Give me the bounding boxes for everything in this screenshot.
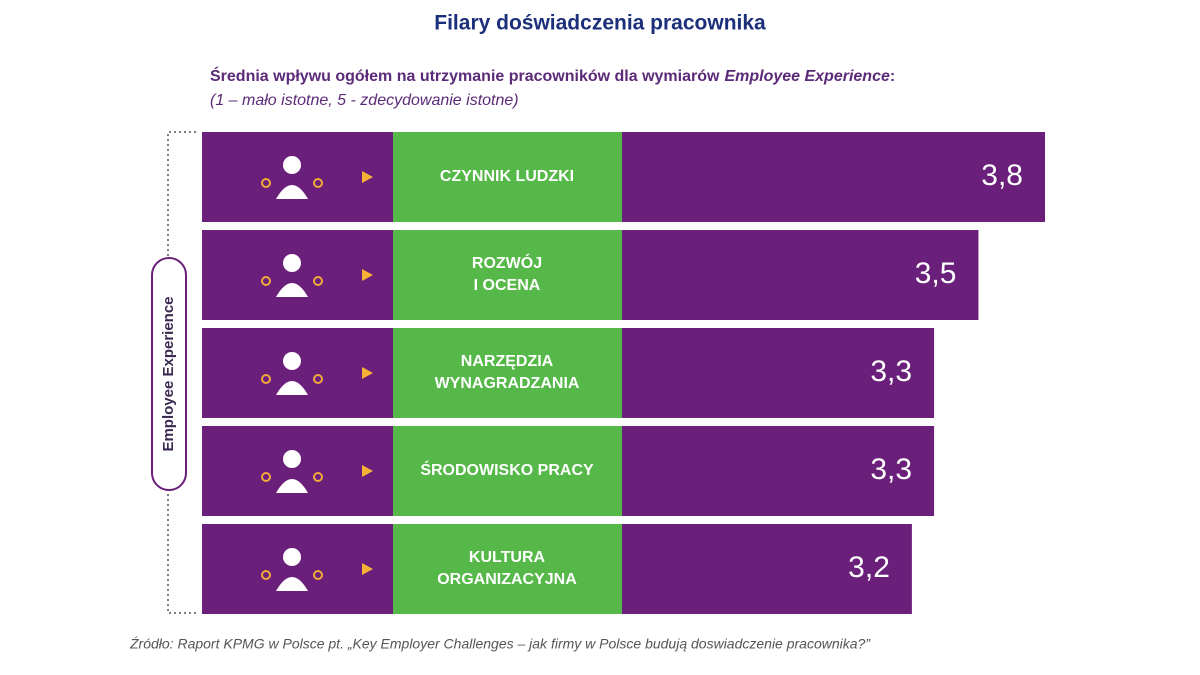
value-label: 3,2 bbox=[848, 551, 890, 584]
group-pill bbox=[151, 257, 187, 491]
category-label: CZYNNIK LUDZKI bbox=[440, 168, 574, 185]
icon bbox=[283, 254, 301, 272]
category-label: KULTURA bbox=[469, 549, 546, 566]
icon bbox=[313, 178, 323, 188]
category-box bbox=[393, 328, 622, 418]
icon bbox=[313, 276, 323, 286]
icon bbox=[283, 156, 301, 174]
category-label: NARZĘDZIA bbox=[461, 353, 554, 370]
icon bbox=[276, 577, 308, 591]
arrow bbox=[362, 367, 373, 379]
group-label: Employee Experience bbox=[160, 296, 177, 451]
category-box bbox=[393, 132, 622, 222]
icon bbox=[313, 472, 323, 482]
icon bbox=[261, 570, 271, 580]
source-note: Źródło: Raport KPMG w Polsce pt. „Key Em… bbox=[129, 636, 871, 652]
category-label: WYNAGRADZANIA bbox=[435, 375, 580, 392]
value-label: 3,5 bbox=[915, 257, 957, 290]
icon bbox=[313, 374, 323, 384]
value-label: 3,8 bbox=[981, 159, 1023, 192]
subtitle-part: Employee Experience bbox=[724, 68, 890, 85]
arrow bbox=[362, 563, 373, 575]
icon bbox=[261, 472, 271, 482]
chart-subtitle: Średnia wpływu ogółem na utrzymanie prac… bbox=[210, 66, 895, 85]
icon bbox=[276, 185, 308, 199]
category-label: ORGANIZACYJNA bbox=[437, 571, 577, 588]
icon bbox=[261, 178, 271, 188]
value-label: 3,3 bbox=[870, 453, 912, 486]
arrow bbox=[362, 465, 373, 477]
category-box bbox=[393, 230, 622, 320]
icon bbox=[261, 276, 271, 286]
icon bbox=[261, 374, 271, 384]
icon bbox=[283, 548, 301, 566]
icon bbox=[276, 479, 308, 493]
icon bbox=[283, 352, 301, 370]
subtitle-part: Średnia wpływu ogółem na utrzymanie prac… bbox=[210, 66, 720, 85]
icon bbox=[276, 381, 308, 395]
category-box bbox=[393, 426, 622, 516]
category-label: ROZWÓJ bbox=[472, 253, 542, 272]
arrow bbox=[362, 171, 373, 183]
bar bbox=[202, 132, 1045, 222]
icon bbox=[283, 450, 301, 468]
arrow bbox=[362, 269, 373, 281]
value-label: 3,3 bbox=[870, 355, 912, 388]
category-label: ŚRODOWISKO PRACY bbox=[420, 460, 594, 479]
icon bbox=[313, 570, 323, 580]
subtitle-part: : bbox=[890, 68, 895, 85]
subtitle-note: (1 – mało istotne, 5 - zdecydowanie isto… bbox=[210, 92, 519, 109]
icon bbox=[276, 283, 308, 297]
chart-title: Filary doświadczenia pracownika bbox=[434, 12, 766, 35]
category-label: I OCENA bbox=[474, 277, 541, 294]
category-box bbox=[393, 524, 622, 614]
